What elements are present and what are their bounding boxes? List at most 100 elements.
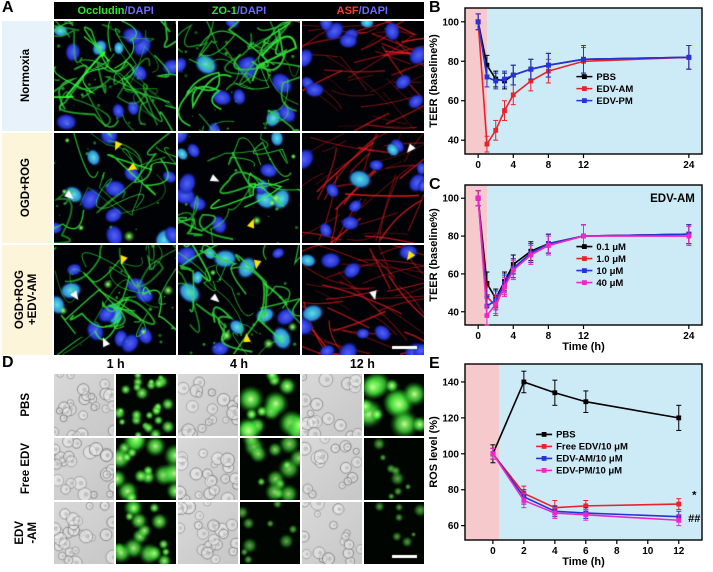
stain-header-occludin: Occludin/DAPI [54,5,177,17]
svg-text:60: 60 [448,269,460,280]
svg-text:100: 100 [442,194,459,205]
panel-d-image-grid [54,374,424,564]
row-label-normoxia: Normoxia [20,49,33,103]
svg-text:12: 12 [673,546,685,557]
svg-text:PBS: PBS [596,72,616,83]
svg-text:80: 80 [448,485,460,496]
svg-text:12: 12 [578,160,590,171]
svg-text:40: 40 [448,307,460,318]
svg-text:24: 24 [683,331,695,342]
micrograph-a-r2-c1 [178,245,300,355]
row-label-free-edv-strip: Free EDV [2,438,52,500]
timepoint-1h: 1 h [106,357,125,371]
svg-text:*: * [692,490,697,502]
svg-text:2: 2 [521,546,527,557]
svg-text:0: 0 [475,160,481,171]
stain-header-zo1: ZO-1/DAPI [177,5,300,17]
micrograph-d-r2-c4 [302,502,362,564]
micrograph-a-r0-c0 [54,21,176,131]
svg-text:4: 4 [510,331,516,342]
svg-text:140: 140 [442,377,459,388]
micrograph-a-r1-c2 [302,133,424,243]
micrograph-d-r1-c2 [178,438,238,500]
panel-b-letter: B [429,0,441,16]
svg-text:8: 8 [614,546,620,557]
panel-c-letter: C [429,176,441,193]
micrograph-d-r0-c1 [116,374,176,436]
svg-text:##: ## [688,513,700,525]
svg-text:12: 12 [578,331,590,342]
micrograph-d-r0-c0 [54,374,114,436]
svg-text:TEER (baseline%): TEER (baseline%) [428,208,440,302]
micrograph-d-r1-c5 [364,438,424,500]
panel-a-column-headers: Occludin/DAPI ZO-1/DAPI ASF/DAPI [54,2,424,19]
micrograph-d-r0-c2 [178,374,238,436]
svg-text:80: 80 [448,232,460,243]
micrograph-d-r1-c3 [240,438,300,500]
panel-a-row-labels: Normoxia OGD+ROG OGD+ROG +EDV-AM [2,21,52,355]
svg-text:0.1 μM: 0.1 μM [596,242,626,253]
row-label-ogd-rog: OGD+ROG [20,158,33,218]
svg-text:EDV-PM/10 μM: EDV-PM/10 μM [556,466,622,477]
micrograph-d-r1-c1 [116,438,176,500]
micrograph-d-r2-c3 [240,502,300,564]
micrograph-d-r0-c4 [302,374,362,436]
svg-text:EDV-AM: EDV-AM [650,193,695,205]
stain-header-asf: ASF/DAPI [301,5,424,17]
svg-text:10 μM: 10 μM [596,266,623,277]
micrograph-a-r0-c2 [302,21,424,131]
micrograph-a-r1-c1 [178,133,300,243]
svg-text:100: 100 [442,17,459,28]
row-label-pbs-strip: PBS [2,374,52,436]
row-label-ogd-rog-edvam-strip: OGD+ROG +EDV-AM [2,245,52,355]
micrograph-d-r0-c3 [240,374,300,436]
svg-text:24: 24 [683,160,695,171]
timepoint-4h: 4 h [229,357,249,371]
row-label-free-edv: Free EDV [20,443,33,495]
svg-text:60: 60 [448,96,460,107]
svg-text:4: 4 [510,160,516,171]
svg-text:EDV-AM: EDV-AM [596,84,633,95]
timepoint-12h: 12 h [349,357,375,371]
svg-text:PBS: PBS [556,430,576,441]
counterstain-dapi: /DAPI [124,4,154,17]
svg-text:8: 8 [546,331,552,342]
svg-text:100: 100 [442,449,459,460]
svg-text:ROS level (%): ROS level (%) [428,416,440,488]
micrograph-d-r2-c1 [116,502,176,564]
panel-d-letter: D [2,354,14,371]
ros-level-chart: 0 2 4 6 8 10 12 60 80 100 120 140 Time (h) ROS level … [427,358,711,570]
micrograph-d-r0-c5 [364,374,424,436]
svg-text:60: 60 [448,521,460,532]
row-label-normoxia-strip: Normoxia [2,21,52,131]
panel-d-timepoint-headers: 1 h 4 h 12 h [54,357,424,372]
svg-text:40: 40 [448,136,460,147]
svg-text:Time (h): Time (h) [562,556,605,568]
stain-name-zo1: ZO-1 [211,4,237,17]
micrograph-d-r2-c5 [364,502,424,564]
svg-text:1.0 μM: 1.0 μM [596,254,626,265]
svg-text:6: 6 [583,546,589,557]
svg-text:Time (h): Time (h) [562,341,605,353]
svg-text:120: 120 [442,413,459,424]
row-label-ogd-rog-edvam: OGD+ROG +EDV-AM [13,270,39,330]
svg-text:4: 4 [552,546,558,557]
micrograph-a-r0-c1 [178,21,300,131]
stain-name-asf: ASF [336,4,359,17]
svg-text:EDV-AM/10 μM: EDV-AM/10 μM [556,454,623,465]
svg-text:TEER (baseline%): TEER (baseline%) [428,34,440,128]
micrograph-d-r2-c0 [54,502,114,564]
row-label-edv-am-strip: EDV -AM [2,502,52,564]
svg-text:EDV-PM: EDV-PM [596,96,633,107]
panel-e-letter: E [429,355,440,372]
svg-text:10: 10 [642,546,654,557]
svg-text:40 μM: 40 μM [596,278,623,289]
micrograph-a-r2-c2 [302,245,424,355]
row-label-pbs: PBS [20,393,33,417]
panel-a-letter: A [2,0,14,16]
counterstain-dapi: /DAPI [358,4,388,17]
row-label-ogd-rog-strip: OGD+ROG [2,133,52,243]
teer-chart-edvam-doses: 0 4 8 12 24 40 60 80 100 Time (h) TEER (baseline%)… [427,179,711,355]
